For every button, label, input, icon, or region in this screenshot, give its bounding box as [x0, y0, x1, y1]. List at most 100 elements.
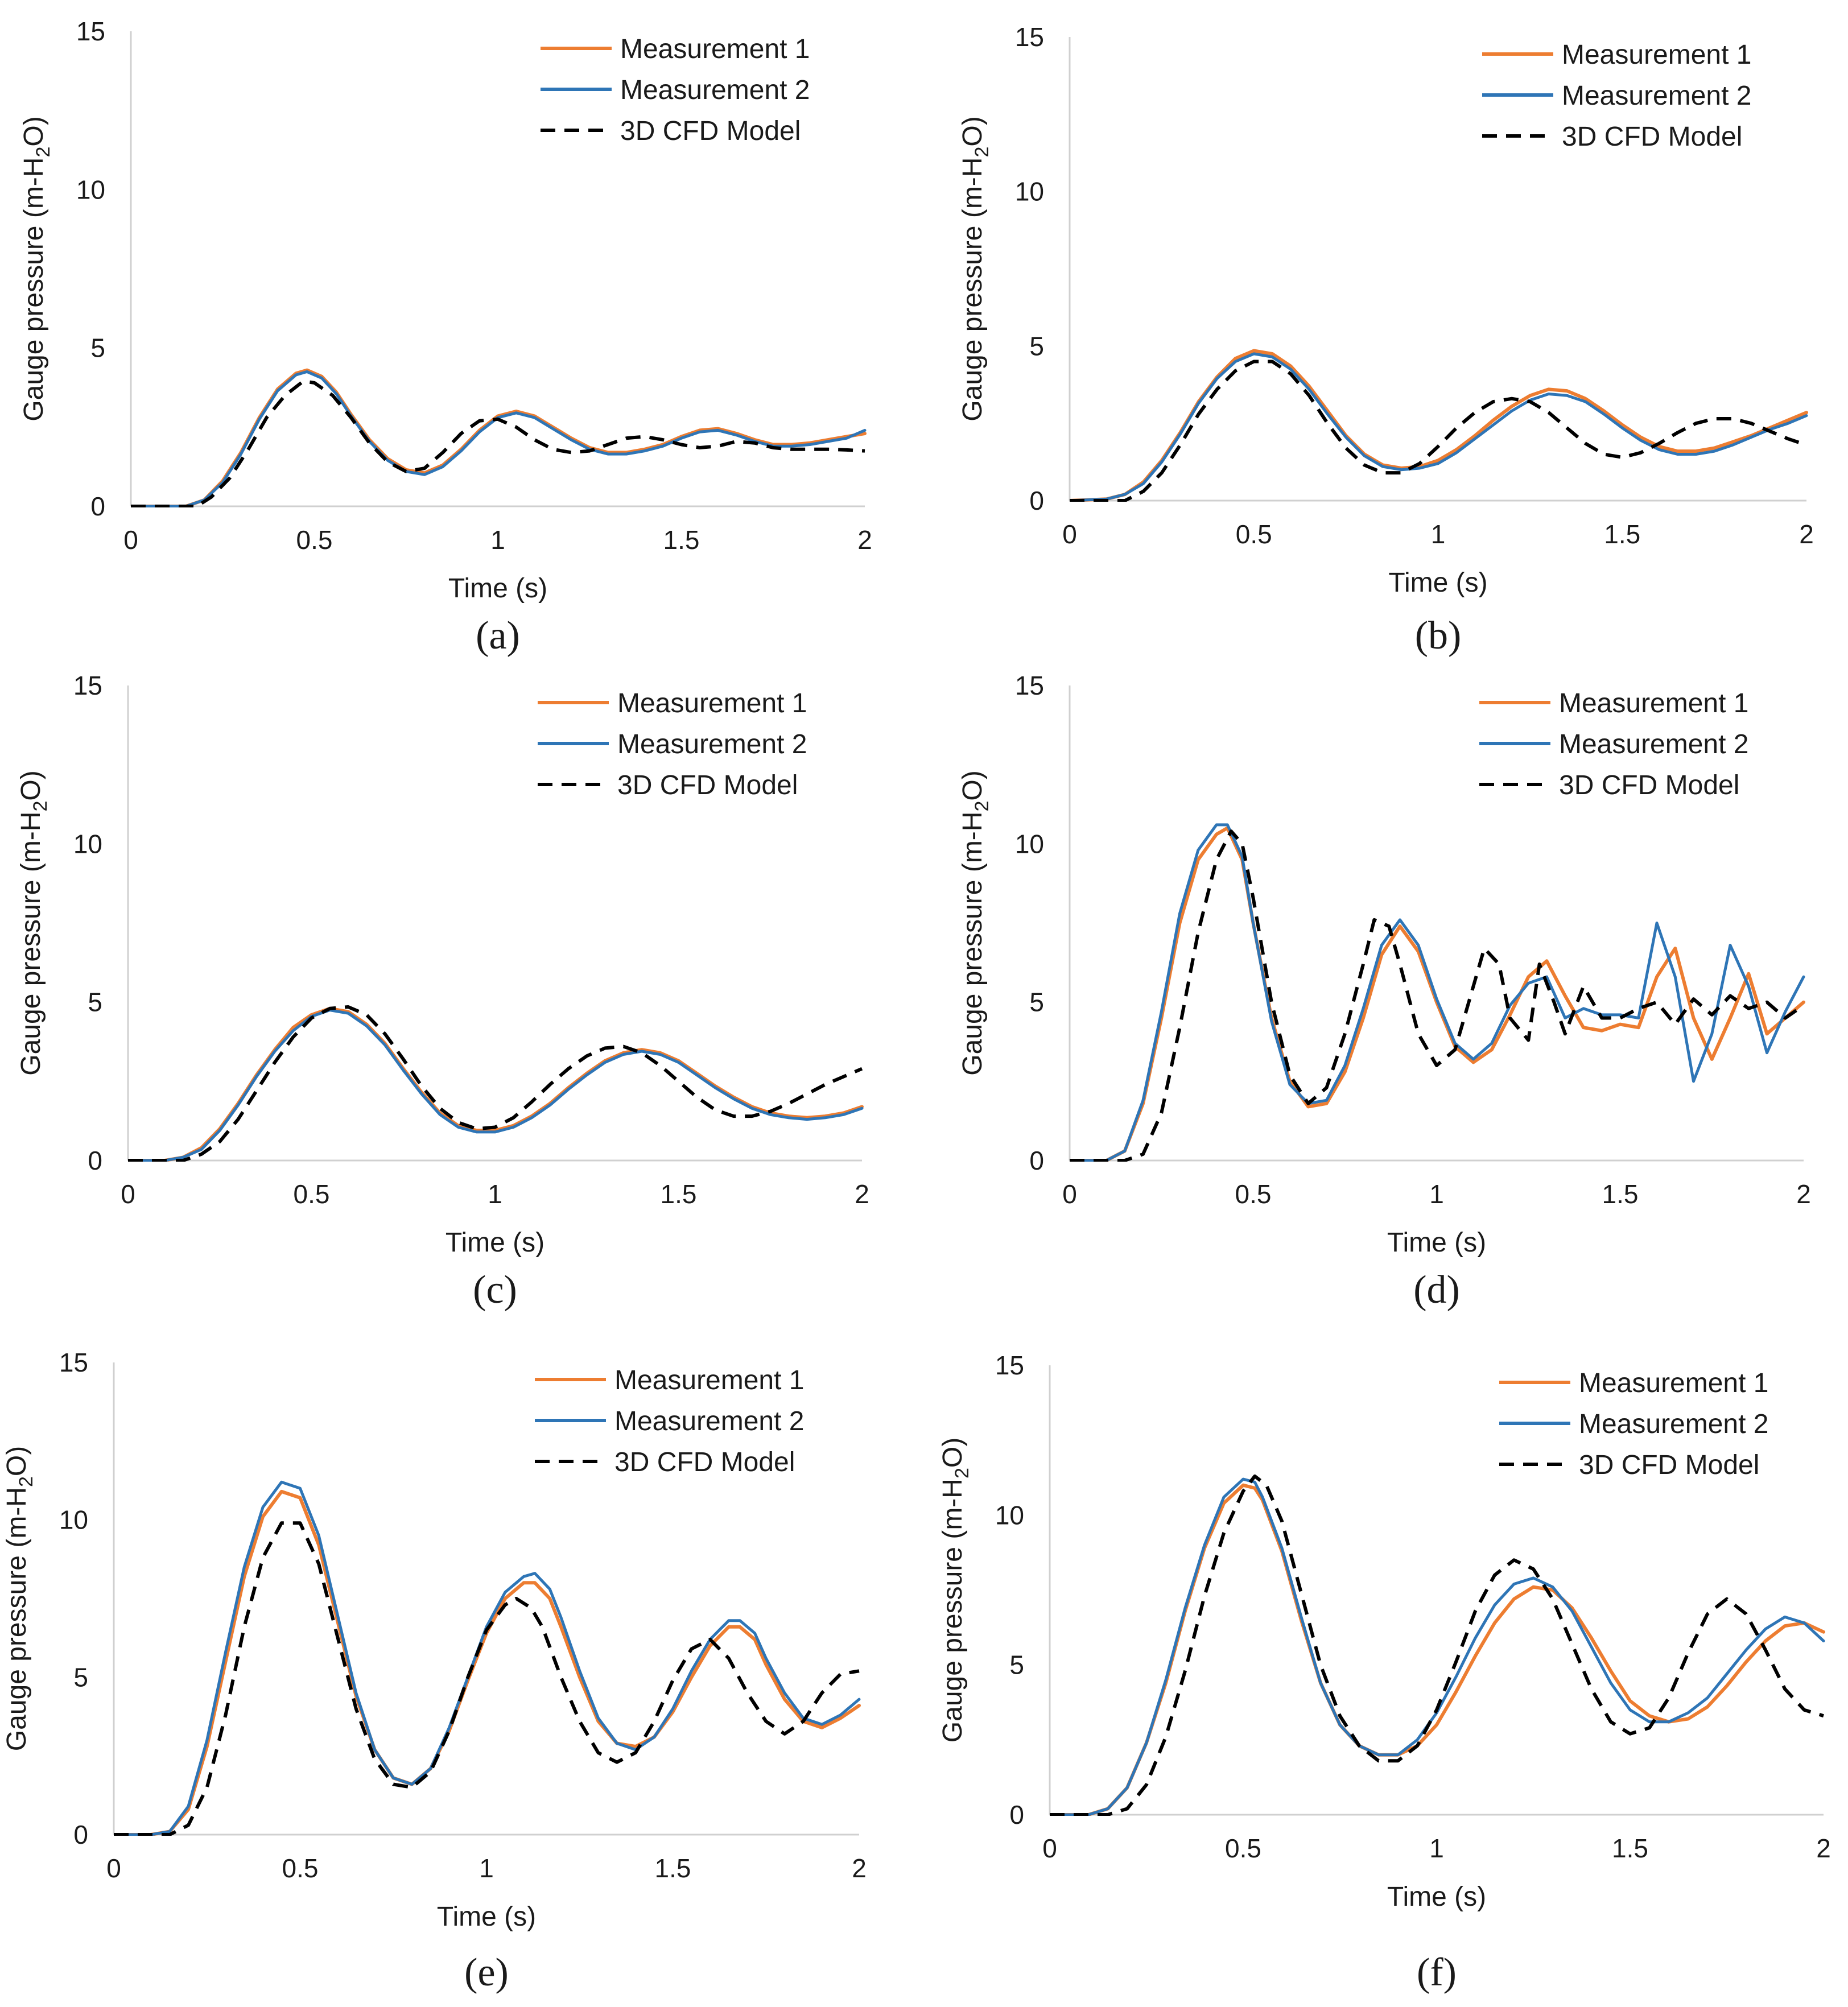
y-tick-label: 10 [1015, 177, 1044, 207]
x-tick-label: 0.5 [1235, 1179, 1272, 1209]
x-tick-label: 2 [1796, 1179, 1811, 1209]
y-tick-label: 15 [1015, 22, 1044, 52]
y-axis-label-main: Gauge pressure (m-H [938, 1479, 968, 1742]
x-tick-label: 1.5 [655, 1853, 691, 1883]
legend-label: 3D CFD Model [1559, 770, 1739, 800]
y-tick-label: 0 [90, 492, 105, 521]
y-axis-label-end: O) [938, 1438, 968, 1468]
y-axis-label: Gauge pressure (m-H2O) [19, 116, 54, 421]
series-line-3d-cfd-model [114, 1521, 860, 1836]
y-tick-label: 15 [1015, 671, 1044, 700]
y-axis-label-end: O) [958, 770, 988, 800]
x-tick-label: 1 [1429, 1833, 1444, 1863]
x-tick-label: 1 [1429, 1179, 1444, 1209]
y-axis-label: Gauge pressure (m-H2O) [938, 1438, 973, 1742]
y-axis-label-end: O) [958, 116, 988, 146]
y-tick-label: 5 [1029, 331, 1044, 361]
y-tick-label: 5 [90, 333, 105, 363]
legend-label: Measurement 2 [1562, 81, 1752, 111]
y-axis-label: Gauge pressure (m-H2O) [958, 770, 993, 1075]
series-line-measurement-1 [1070, 826, 1805, 1162]
legend-label: Measurement 1 [1559, 688, 1749, 718]
legend-label: 3D CFD Model [617, 770, 798, 800]
legend-label: Measurement 1 [614, 1365, 805, 1395]
panel-caption: (d) [1413, 1268, 1460, 1312]
legend-label: Measurement 2 [620, 75, 810, 105]
panel-b: 0 0.5 1 1.5 2 0 5 10 15 Time (s) Gauge pressure (m… [958, 22, 1814, 658]
y-axis-label-subscript: 2 [951, 1468, 973, 1479]
y-axis-label-subscript: 2 [971, 801, 993, 812]
series-line-measurement-2 [1050, 1477, 1825, 1816]
y-axis-label-subscript: 2 [971, 147, 993, 158]
x-tick-label: 2 [857, 525, 872, 555]
x-axis-label: Time (s) [1388, 568, 1487, 598]
y-tick-label: 10 [995, 1500, 1024, 1530]
panel-caption: (c) [473, 1268, 517, 1312]
y-axis-label-subscript: 2 [30, 801, 51, 812]
y-tick-label: 0 [1029, 1146, 1044, 1175]
y-axis-label-end: O) [19, 116, 49, 146]
x-tick-label: 1.5 [663, 525, 700, 555]
series-line-3d-cfd-model [131, 379, 865, 507]
x-axis-label: Time (s) [446, 1228, 544, 1258]
y-tick-label: 10 [76, 175, 105, 204]
x-tick-label: 0 [1062, 519, 1077, 549]
series-line-measurement-2 [1070, 352, 1808, 502]
series-line-measurement-1 [1050, 1483, 1825, 1816]
panel-caption: (f) [1417, 1951, 1457, 1994]
y-axis-label-subscript: 2 [32, 147, 54, 158]
series-line-measurement-2 [131, 370, 867, 507]
series-line-measurement-1 [128, 1006, 864, 1162]
x-tick-label: 1 [488, 1179, 502, 1209]
y-tick-label: 10 [59, 1505, 88, 1535]
series-line-3d-cfd-model [128, 1005, 863, 1162]
y-axis-label-main: Gauge pressure (m-H [958, 158, 988, 422]
x-tick-label: 0 [123, 525, 138, 555]
x-tick-label: 2 [852, 1853, 867, 1883]
legend-label: Measurement 2 [1559, 729, 1749, 759]
y-tick-label: 5 [1009, 1650, 1024, 1680]
legend-label: 3D CFD Model [614, 1447, 795, 1477]
series-line-3d-cfd-model [1050, 1474, 1824, 1816]
series-line-measurement-1 [131, 368, 867, 507]
x-tick-label: 1 [490, 525, 505, 555]
panel-a: 0 0.5 1 1.5 2 0 5 10 15 Time (s) Gauge pressure (m… [19, 16, 872, 658]
x-axis-label: Time (s) [437, 1902, 536, 1932]
y-axis-label-main: Gauge pressure (m-H [2, 1487, 32, 1751]
legend-label: 3D CFD Model [1562, 122, 1742, 152]
legend-label: Measurement 1 [1579, 1368, 1769, 1398]
panel-d: 0 0.5 1 1.5 2 0 5 10 15 Time (s) Gauge pressure (m… [958, 671, 1811, 1312]
x-axis-label: Time (s) [1387, 1228, 1486, 1258]
y-axis-label-main: Gauge pressure (m-H [958, 812, 988, 1076]
y-axis-label-end: O) [16, 770, 46, 800]
x-tick-label: 2 [855, 1179, 869, 1209]
x-tick-label: 0.5 [282, 1853, 319, 1883]
x-axis-label: Time (s) [1387, 1882, 1486, 1912]
y-tick-label: 5 [88, 988, 102, 1017]
x-tick-label: 1 [479, 1853, 494, 1883]
x-tick-label: 1.5 [661, 1179, 697, 1209]
series-line-measurement-2 [128, 1009, 864, 1162]
y-axis-label-subscript: 2 [15, 1476, 37, 1487]
x-tick-label: 0 [121, 1179, 135, 1209]
y-tick-label: 10 [1015, 829, 1044, 858]
x-tick-label: 0 [106, 1853, 121, 1883]
x-tick-label: 0.5 [1236, 519, 1272, 549]
x-axis-label: Time (s) [448, 573, 547, 604]
x-tick-label: 0.5 [294, 1179, 330, 1209]
legend-label: Measurement 1 [1562, 40, 1752, 70]
legend-label: Measurement 1 [617, 688, 807, 718]
x-tick-label: 1 [1431, 519, 1446, 549]
y-tick-label: 0 [1029, 486, 1044, 515]
x-tick-label: 0 [1062, 1179, 1077, 1209]
legend-label: Measurement 2 [1579, 1409, 1769, 1439]
panel-e: 0 0.5 1 1.5 2 0 5 10 15 Time (s) Gauge pressure (m… [2, 1348, 867, 1994]
y-tick-label: 15 [995, 1351, 1024, 1380]
legend-label: Measurement 2 [614, 1406, 805, 1436]
legend-label: 3D CFD Model [620, 116, 801, 146]
y-tick-label: 0 [73, 1820, 88, 1849]
y-tick-label: 15 [73, 671, 102, 700]
y-axis-label-main: Gauge pressure (m-H [16, 812, 46, 1076]
x-tick-label: 0.5 [296, 525, 333, 555]
